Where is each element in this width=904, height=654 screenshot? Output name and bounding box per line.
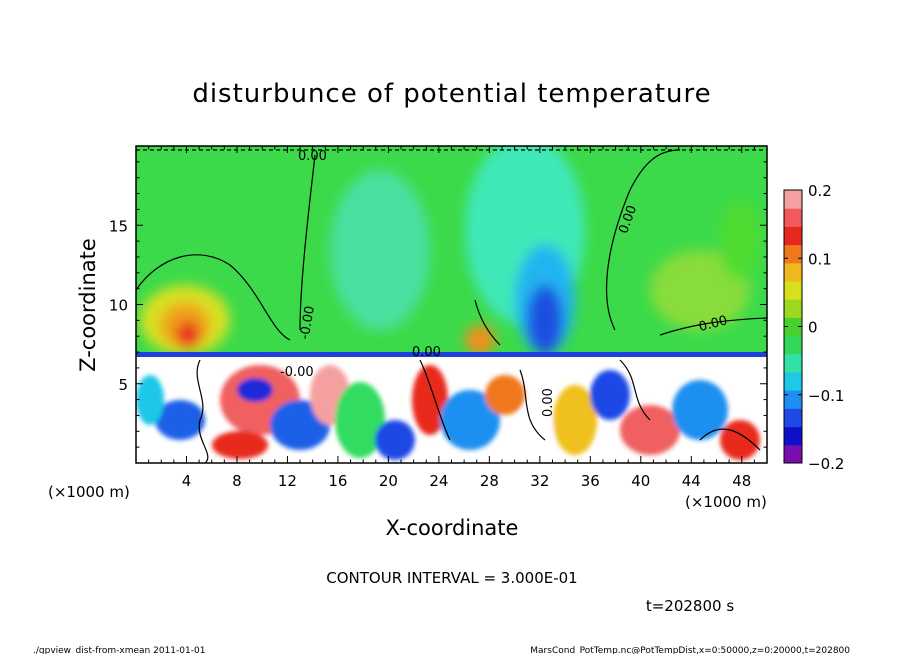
y-tick-label: 15 (109, 217, 128, 235)
colorbar-swatch (784, 335, 802, 355)
y-axis-label: Z-coordinate (76, 238, 100, 372)
inversion-layer (136, 352, 767, 358)
x-axis: 4 8 12 16 20 24 28 32 36 40 44 48 (135, 146, 768, 490)
lower-features (136, 365, 760, 460)
colorbar-swatch (784, 244, 802, 264)
colorbar-tick-label: −0.2 (808, 455, 844, 473)
x-tick-label: 32 (530, 472, 549, 490)
x-axis-label: X-coordinate (386, 516, 519, 540)
colorbar-tick-label: 0.1 (808, 250, 832, 268)
colorbar-tick-label: −0.1 (808, 387, 844, 405)
x-tick-label: 36 (581, 472, 600, 490)
colorbar-swatch (784, 444, 802, 464)
x-tick-label: 48 (732, 472, 751, 490)
contour-interval: CONTOUR INTERVAL = 3.000E-01 (326, 569, 577, 587)
colorbar-swatch (784, 317, 802, 337)
colorbar-swatch (784, 426, 802, 446)
y-tick-label: 5 (118, 376, 128, 394)
y-tick-label: 10 (109, 297, 128, 315)
colorbar-tick-label: 0 (808, 319, 818, 337)
contour-label: -0.00 (280, 365, 314, 380)
y-axis: 5 10 15 (109, 145, 767, 464)
x-tick-label: 20 (379, 472, 398, 490)
x-tick-label: 24 (429, 472, 448, 490)
colorbar-swatch (784, 262, 802, 282)
contour-label: 0.00 (412, 345, 441, 360)
colorbar-swatch (784, 226, 802, 246)
contour-label: 0.00 (541, 388, 556, 417)
chart-title: disturbunce of potential temperature (192, 79, 711, 109)
plot-area (136, 146, 767, 463)
colorbar-swatch (784, 408, 802, 428)
x-unit-left: (×1000 m) (48, 483, 130, 501)
x-unit-right: (×1000 m) (685, 493, 767, 511)
upper-features (140, 146, 760, 355)
colorbar-swatch (784, 281, 802, 300)
upper-field (136, 146, 767, 356)
x-tick-label: 4 (182, 472, 192, 490)
x-tick-label: 28 (480, 472, 499, 490)
x-tick-label: 8 (232, 472, 242, 490)
colorbar-swatch (784, 353, 802, 373)
time-stamp: t=202800 s (646, 597, 734, 615)
colorbar-tick-label: 0.2 (808, 182, 832, 200)
contour-lines (136, 149, 767, 463)
contour-label: 0.00 (298, 149, 327, 164)
colorbar-swatch (784, 190, 802, 209)
contour-label: -0.00 (297, 305, 318, 341)
footer-left: ./gpview_dist-from-xmean 2011-01-01 (33, 646, 205, 654)
x-tick-label: 44 (682, 472, 701, 490)
footer-right: MarsCond_PotTemp.nc@PotTempDist,x=0:5000… (530, 646, 850, 654)
colorbar-swatch (784, 208, 802, 227)
colorbar-swatch (784, 372, 802, 391)
colorbar-swatch (784, 390, 802, 409)
x-tick-label: 40 (631, 472, 650, 490)
x-tick-label: 16 (328, 472, 347, 490)
contour-label: 0.00 (697, 313, 729, 335)
colorbar-swatch (784, 299, 802, 318)
x-tick-label: 12 (278, 472, 297, 490)
colorbar: 0.2 0.1 0 −0.1 −0.2 (783, 182, 844, 473)
